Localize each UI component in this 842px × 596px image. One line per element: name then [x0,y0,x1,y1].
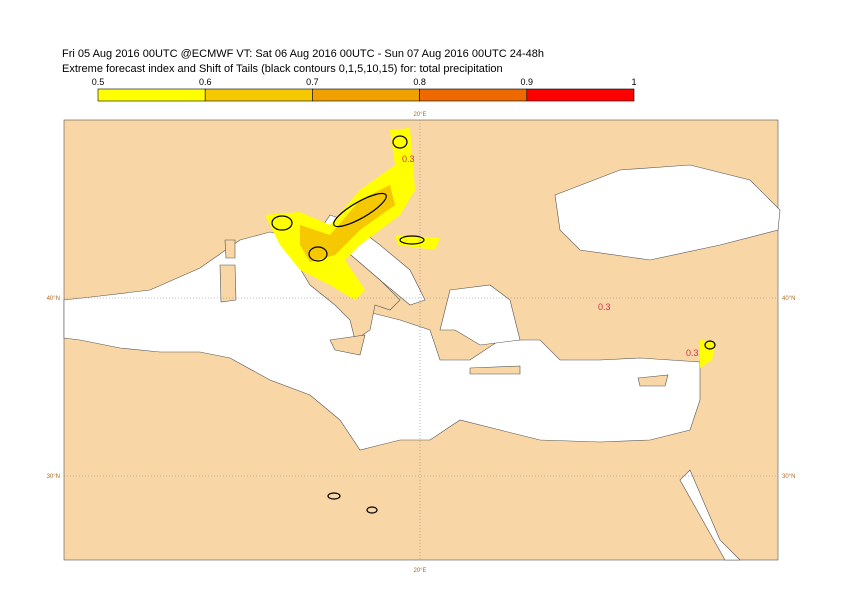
lat-label: 30°N [782,474,795,480]
title-line-2: Extreme forecast index and Shift of Tail… [62,63,503,75]
sardinia [219,264,237,303]
colorbar-tick-label: 0.5 [92,77,105,87]
colorbar-tick-label: 0.8 [413,77,426,87]
contour-label: 0.3 [598,302,611,312]
colorbar-segment [204,88,313,102]
colorbar-tick-label: 1 [631,77,636,87]
lon-label: 20°E [413,568,426,574]
contour-label: 0.3 [402,154,415,164]
contour-label: 0.3 [686,348,699,358]
cyprus [637,374,669,387]
colorbar-tick-label: 0.6 [199,77,212,87]
lat-label: 40°N [47,296,60,302]
red-sea [679,469,741,561]
sicily [329,334,366,356]
lon-label: 20°E [413,112,426,118]
aegean [439,284,521,346]
colorbar-segment [419,88,528,102]
colorbar-segment [312,88,420,102]
sot-contours [271,135,716,514]
corsica [224,239,236,259]
title-line-1: Fri 05 Aug 2016 00UTC @ECMWF VT: Sat 06 … [62,48,544,60]
lat-label: 30°N [47,474,60,480]
colorbar-segment [526,88,635,102]
lat-label: 40°N [782,296,795,302]
colorbar-tick-label: 0.7 [306,77,319,87]
black-sea [554,164,781,261]
colorbar-segment [97,88,206,102]
crete [469,365,521,375]
colorbar-tick-label: 0.9 [521,77,534,87]
